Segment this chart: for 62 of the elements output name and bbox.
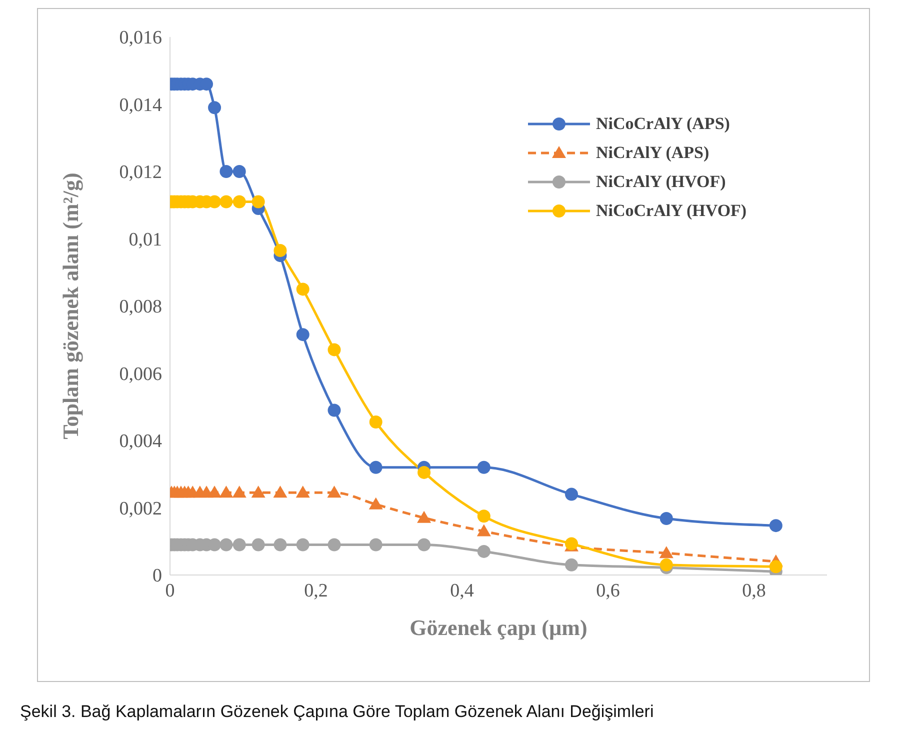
point	[369, 538, 382, 552]
x-tick-label: 0,8	[742, 580, 766, 602]
point	[369, 416, 382, 429]
y-tick-label: 0	[152, 566, 162, 587]
point	[369, 460, 382, 474]
y-tick-label: 0,014	[119, 94, 162, 116]
point	[477, 544, 490, 558]
point	[296, 538, 310, 552]
legend-label: NiCoCrAlY (HVOF)	[596, 200, 747, 220]
point	[477, 460, 490, 474]
y-tick-label: 0,004	[119, 431, 162, 452]
point	[328, 343, 341, 356]
y-tick-label: 0,016	[119, 28, 162, 49]
x-tick-label: 0,6	[596, 580, 620, 602]
point	[252, 195, 265, 208]
legend-label: NiCrAlY (HVOF)	[596, 172, 726, 192]
point	[220, 195, 233, 208]
point	[232, 538, 246, 552]
y-tick-label: 0,012	[119, 162, 162, 184]
point	[565, 558, 578, 572]
point	[660, 512, 673, 526]
y-tick-label: 0,01	[128, 229, 162, 250]
point	[220, 538, 233, 552]
point	[251, 486, 266, 498]
point	[368, 497, 383, 510]
point	[769, 519, 782, 532]
x-axis-title: Gözenek çapı (µm)	[410, 615, 588, 640]
y-tick-label: 0,002	[119, 498, 162, 520]
point	[769, 560, 782, 574]
point	[418, 538, 431, 552]
point	[232, 486, 246, 498]
point	[296, 282, 310, 296]
point	[659, 546, 674, 558]
legend-label: NiCoCrAlY (APS)	[596, 114, 730, 134]
x-tick-label: 0,2	[304, 580, 328, 602]
point	[477, 510, 490, 523]
point	[219, 486, 234, 498]
point	[232, 165, 246, 178]
point	[274, 538, 287, 552]
point	[296, 328, 310, 342]
point	[274, 244, 287, 258]
legend-label: NiCrAlY (APS)	[596, 142, 710, 162]
point	[418, 466, 431, 479]
point	[220, 165, 233, 178]
point	[327, 486, 342, 498]
point	[328, 538, 341, 552]
point	[208, 101, 222, 114]
y-axis-title: Toplam gözenek alanı (m²/g)	[58, 172, 83, 440]
y-tick-label: 0,006	[119, 364, 162, 385]
point	[476, 524, 491, 536]
y-tick-label: 0,008	[119, 296, 162, 318]
x-tick-label: 0,4	[450, 580, 474, 602]
point	[296, 486, 310, 498]
point	[660, 558, 673, 572]
point	[208, 486, 222, 498]
point	[565, 488, 578, 501]
point	[417, 510, 432, 523]
point	[252, 538, 265, 552]
text: Şekil 3. Bağ Kaplamaların Gözenek Çapına Göre Toplam Gözenek Alanı Değişimleri	[20, 702, 655, 722]
point	[232, 195, 246, 208]
point	[328, 404, 341, 417]
point	[273, 486, 288, 498]
